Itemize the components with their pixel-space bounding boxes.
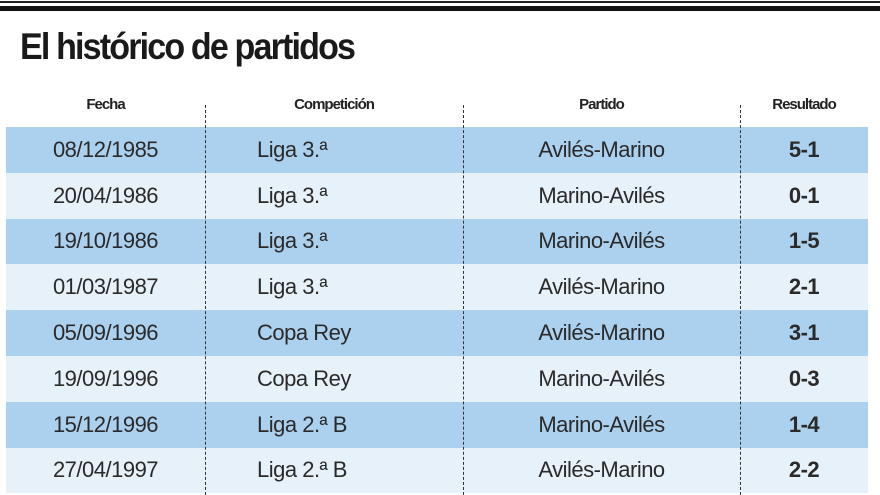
table-row: 27/04/1997 Liga 2.ª B Avilés-Marino 2-2 <box>6 447 868 494</box>
column-divider <box>205 105 206 495</box>
table-row: 01/03/1987 Liga 3.ª Avilés-Marino 2-1 <box>6 264 868 311</box>
cell-competicion: Liga 3.ª <box>257 228 328 254</box>
cell-fecha: 05/09/1996 <box>52 320 159 346</box>
cell-partido: Avilés-Marino <box>538 274 665 300</box>
cell-competicion: Liga 2.ª B <box>257 457 347 483</box>
table-row: 19/09/1996 Copa Rey Marino-Avilés 0-3 <box>6 355 868 402</box>
cell-partido: Marino-Avilés <box>538 228 665 254</box>
cell-partido: Avilés-Marino <box>538 136 665 162</box>
cell-resultado: 1-5 <box>788 228 820 254</box>
top-rule-thick <box>0 6 880 11</box>
cell-fecha: 27/04/1997 <box>52 457 159 483</box>
table-row: 15/12/1996 Liga 2.ª B Marino-Avilés 1-4 <box>6 401 868 448</box>
cell-resultado: 2-2 <box>788 457 820 483</box>
cell-resultado: 3-1 <box>788 320 820 346</box>
cell-fecha: 19/09/1996 <box>52 365 159 391</box>
cell-fecha: 08/12/1985 <box>52 136 159 162</box>
cell-fecha: 15/12/1996 <box>52 411 159 437</box>
table-row: 20/04/1986 Liga 3.ª Marino-Avilés 0-1 <box>6 172 868 219</box>
cell-resultado: 1-4 <box>788 411 820 437</box>
header-competicion: Competición <box>294 96 375 113</box>
cell-competicion: Liga 3.ª <box>257 182 328 208</box>
table-row: 08/12/1985 Liga 3.ª Avilés-Marino 5-1 <box>6 127 868 173</box>
cell-competicion: Liga 3.ª <box>257 274 328 300</box>
cell-partido: Avilés-Marino <box>538 320 665 346</box>
cell-partido: Marino-Avilés <box>538 411 665 437</box>
cell-resultado: 0-1 <box>788 182 820 208</box>
cell-competicion: Liga 2.ª B <box>257 411 347 437</box>
cell-fecha: 20/04/1986 <box>52 182 159 208</box>
cell-resultado: 2-1 <box>788 274 820 300</box>
matches-table: 08/12/1985 Liga 3.ª Avilés-Marino 5-1 20/04/… <box>6 127 868 494</box>
cell-fecha: 01/03/1987 <box>52 274 159 300</box>
cell-partido: Marino-Avilés <box>538 182 665 208</box>
column-divider <box>740 105 741 495</box>
table-row: 05/09/1996 Copa Rey Avilés-Marino 3-1 <box>6 310 868 356</box>
header-resultado: Resultado <box>772 96 837 113</box>
header-partido: Partido <box>579 96 625 113</box>
table-row: 19/10/1986 Liga 3.ª Marino-Avilés 1-5 <box>6 218 868 265</box>
cell-competicion: Liga 3.ª <box>257 136 328 162</box>
page-title: El histórico de partidos <box>20 26 356 67</box>
top-rule-thin <box>0 1 880 3</box>
cell-resultado: 5-1 <box>788 136 820 162</box>
cell-partido: Marino-Avilés <box>538 365 665 391</box>
cell-partido: Avilés-Marino <box>538 457 665 483</box>
cell-fecha: 19/10/1986 <box>52 228 159 254</box>
cell-competicion: Copa Rey <box>257 320 351 346</box>
header-fecha: Fecha <box>86 96 125 113</box>
cell-resultado: 0-3 <box>788 365 820 391</box>
column-divider <box>463 105 464 495</box>
cell-competicion: Copa Rey <box>257 365 351 391</box>
